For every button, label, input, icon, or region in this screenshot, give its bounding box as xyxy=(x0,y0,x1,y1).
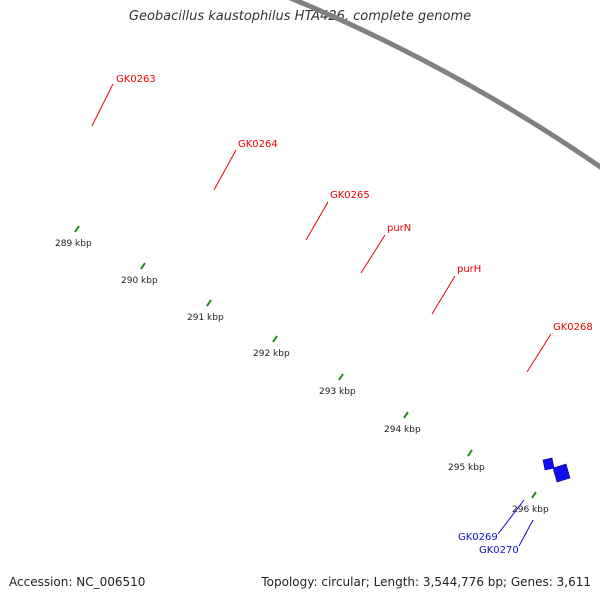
scale-label: 291 kbp xyxy=(187,313,224,323)
gene-label: purN xyxy=(387,223,411,234)
scale-label: 292 kbp xyxy=(253,349,290,359)
major-tick-mark xyxy=(206,299,212,307)
inner-tick-ring: 289 kbp 290 kbp 291 kbp 292 kbp 293 kbp 294 k… xyxy=(55,225,549,515)
gene-label: GK0263 xyxy=(116,74,156,85)
label-leader-line xyxy=(497,499,525,535)
scale-label: 295 kbp xyxy=(448,463,485,473)
scale-label: 289 kbp xyxy=(55,239,92,249)
map-title: Geobacillus kaustophilus HTA426, complet… xyxy=(128,9,472,24)
major-tick-mark xyxy=(467,449,473,457)
genome-stats-label: Topology: circular; Length: 3,544,776 bp… xyxy=(261,575,591,589)
label-leader-line xyxy=(305,201,329,241)
major-tick-mark xyxy=(531,491,537,499)
accession-label: Accession: NC_006510 xyxy=(9,575,146,589)
rna-feature xyxy=(552,463,571,483)
gene-label: GK0268 xyxy=(553,322,593,333)
scale-label: 294 kbp xyxy=(384,425,421,435)
label-leader-line xyxy=(360,234,386,274)
label-leader-line xyxy=(213,149,237,191)
scale-label: 290 kbp xyxy=(121,276,158,286)
major-tick-mark xyxy=(338,373,344,381)
scale-label: 296 kbp xyxy=(512,505,549,515)
label-group: GK0263 GK0264 GK0265 purN purH GK0268 GK0269 GK… xyxy=(116,74,593,556)
label-leader-line xyxy=(431,275,456,315)
major-tick-mark xyxy=(403,411,409,419)
rna-feature-track xyxy=(542,457,571,483)
gene-label: GK0264 xyxy=(238,139,278,150)
backbone-group xyxy=(288,0,600,170)
rna-feature xyxy=(542,457,555,471)
rna-gene-label: GK0269 xyxy=(458,532,498,543)
major-tick-mark xyxy=(272,335,278,343)
major-tick-mark xyxy=(140,262,146,270)
label-leader-line xyxy=(518,519,534,547)
label-leader-line xyxy=(526,333,552,373)
rna-gene-label: GK0270 xyxy=(479,545,519,556)
backbone-ring xyxy=(288,0,600,170)
gene-label: purH xyxy=(457,264,481,275)
gene-label: GK0265 xyxy=(330,190,370,201)
label-leader-line xyxy=(91,83,114,127)
label-leader-lines xyxy=(91,83,552,547)
major-tick-mark xyxy=(74,225,80,233)
scale-label: 293 kbp xyxy=(319,387,356,397)
